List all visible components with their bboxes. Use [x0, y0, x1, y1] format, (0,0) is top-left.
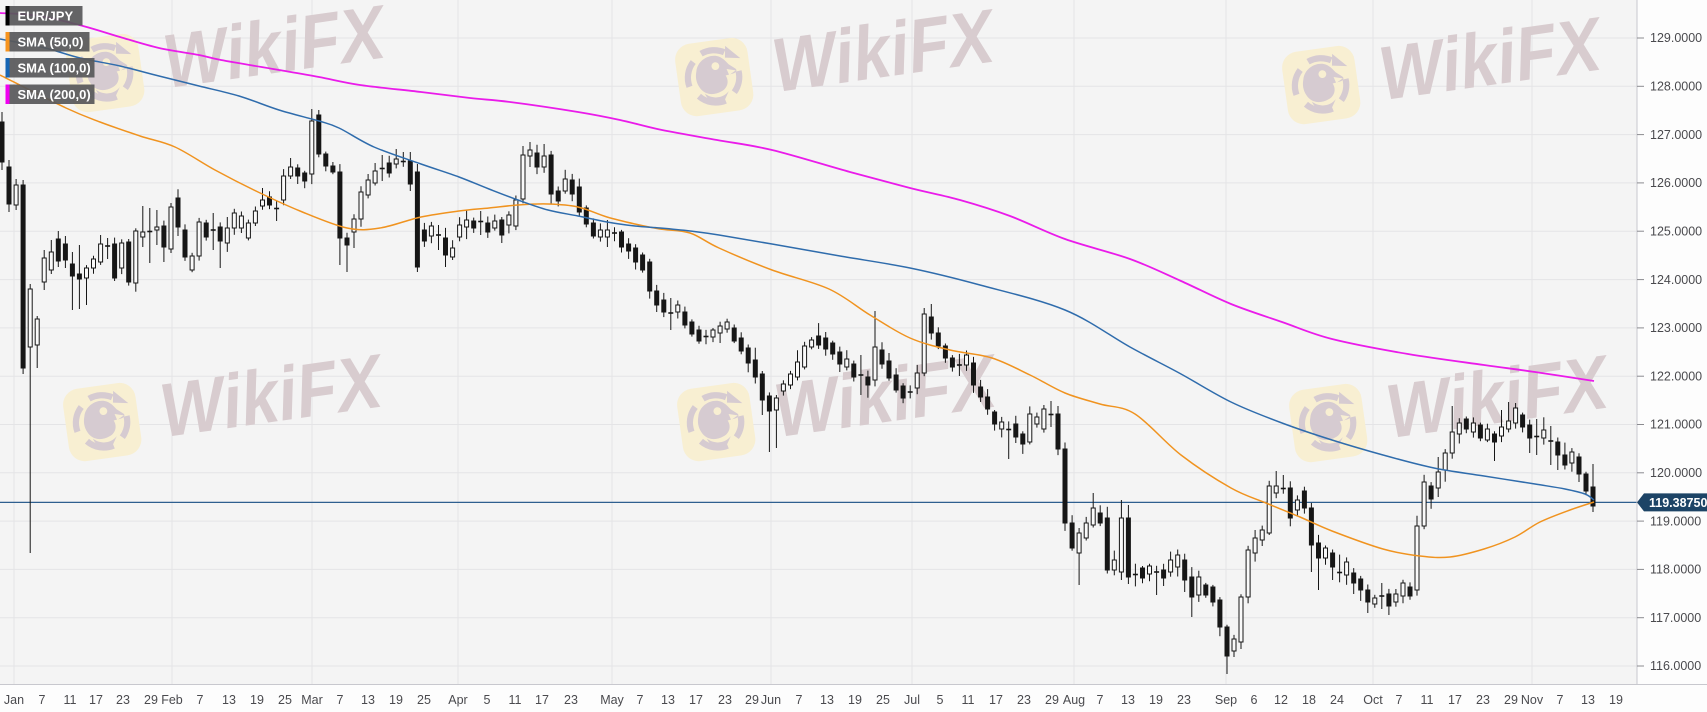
- svg-text:11: 11: [1421, 693, 1434, 707]
- svg-text:7: 7: [1097, 693, 1104, 707]
- svg-text:SMA (200,0): SMA (200,0): [18, 87, 91, 102]
- svg-text:23: 23: [1177, 693, 1191, 707]
- svg-text:17: 17: [89, 693, 103, 707]
- svg-text:23: 23: [564, 693, 578, 707]
- svg-text:17: 17: [1448, 693, 1462, 707]
- svg-text:Jan: Jan: [4, 693, 24, 707]
- svg-text:7: 7: [1557, 693, 1564, 707]
- svg-text:17: 17: [689, 693, 703, 707]
- svg-text:18: 18: [1302, 693, 1316, 707]
- svg-text:19: 19: [389, 693, 403, 707]
- svg-text:Mar: Mar: [301, 693, 323, 707]
- svg-text:122.0000: 122.0000: [1650, 369, 1702, 383]
- svg-text:19: 19: [848, 693, 862, 707]
- svg-text:126.0000: 126.0000: [1650, 176, 1702, 190]
- svg-text:118.0000: 118.0000: [1650, 563, 1701, 577]
- svg-text:13: 13: [661, 693, 675, 707]
- svg-text:SMA (100,0): SMA (100,0): [18, 60, 91, 75]
- svg-text:23: 23: [718, 693, 732, 707]
- svg-text:19: 19: [1149, 693, 1163, 707]
- svg-text:7: 7: [337, 693, 344, 707]
- svg-text:Nov: Nov: [1521, 693, 1544, 707]
- svg-text:5: 5: [484, 693, 491, 707]
- svg-text:Feb: Feb: [161, 693, 183, 707]
- svg-text:17: 17: [535, 693, 549, 707]
- svg-text:127.0000: 127.0000: [1650, 128, 1702, 142]
- svg-text:6: 6: [1251, 693, 1258, 707]
- svg-text:5: 5: [937, 693, 944, 707]
- svg-text:116.0000: 116.0000: [1650, 659, 1701, 673]
- svg-text:120.0000: 120.0000: [1650, 466, 1702, 480]
- svg-text:12: 12: [1274, 693, 1288, 707]
- svg-text:7: 7: [637, 693, 644, 707]
- svg-text:23: 23: [116, 693, 130, 707]
- svg-text:29: 29: [745, 693, 759, 707]
- svg-text:19: 19: [1609, 693, 1623, 707]
- svg-text:128.0000: 128.0000: [1650, 80, 1702, 94]
- svg-text:Apr: Apr: [448, 693, 467, 707]
- svg-text:Jul: Jul: [904, 693, 920, 707]
- svg-text:11: 11: [962, 693, 975, 707]
- svg-text:24: 24: [1330, 693, 1344, 707]
- svg-text:11: 11: [509, 693, 522, 707]
- svg-text:Sep: Sep: [1215, 693, 1237, 707]
- svg-text:119.0000: 119.0000: [1650, 514, 1701, 528]
- svg-text:EUR/JPY: EUR/JPY: [18, 8, 74, 23]
- svg-text:13: 13: [1121, 693, 1135, 707]
- svg-text:7: 7: [197, 693, 204, 707]
- svg-text:25: 25: [278, 693, 292, 707]
- svg-text:11: 11: [64, 693, 77, 707]
- svg-text:Jun: Jun: [761, 693, 781, 707]
- svg-text:129.0000: 129.0000: [1650, 31, 1702, 45]
- svg-text:29: 29: [1504, 693, 1518, 707]
- svg-text:13: 13: [820, 693, 834, 707]
- svg-text:124.0000: 124.0000: [1650, 273, 1702, 287]
- svg-text:Oct: Oct: [1363, 693, 1383, 707]
- svg-text:23: 23: [1476, 693, 1490, 707]
- svg-text:29: 29: [1045, 693, 1059, 707]
- svg-text:7: 7: [1396, 693, 1403, 707]
- svg-text:29: 29: [144, 693, 158, 707]
- svg-text:13: 13: [1581, 693, 1595, 707]
- svg-text:13: 13: [361, 693, 375, 707]
- svg-text:123.0000: 123.0000: [1650, 321, 1702, 335]
- svg-text:13: 13: [222, 693, 236, 707]
- svg-text:25: 25: [417, 693, 431, 707]
- svg-text:19: 19: [250, 693, 264, 707]
- svg-text:17: 17: [989, 693, 1003, 707]
- svg-text:May: May: [600, 693, 624, 707]
- svg-text:23: 23: [1017, 693, 1031, 707]
- svg-text:Aug: Aug: [1063, 693, 1085, 707]
- svg-text:SMA (50,0): SMA (50,0): [18, 34, 84, 49]
- svg-text:119.38750: 119.38750: [1649, 496, 1707, 510]
- svg-text:117.0000: 117.0000: [1650, 611, 1701, 625]
- svg-text:7: 7: [39, 693, 46, 707]
- svg-text:125.0000: 125.0000: [1650, 224, 1702, 238]
- svg-text:121.0000: 121.0000: [1650, 418, 1702, 432]
- svg-text:7: 7: [796, 693, 803, 707]
- svg-text:25: 25: [876, 693, 890, 707]
